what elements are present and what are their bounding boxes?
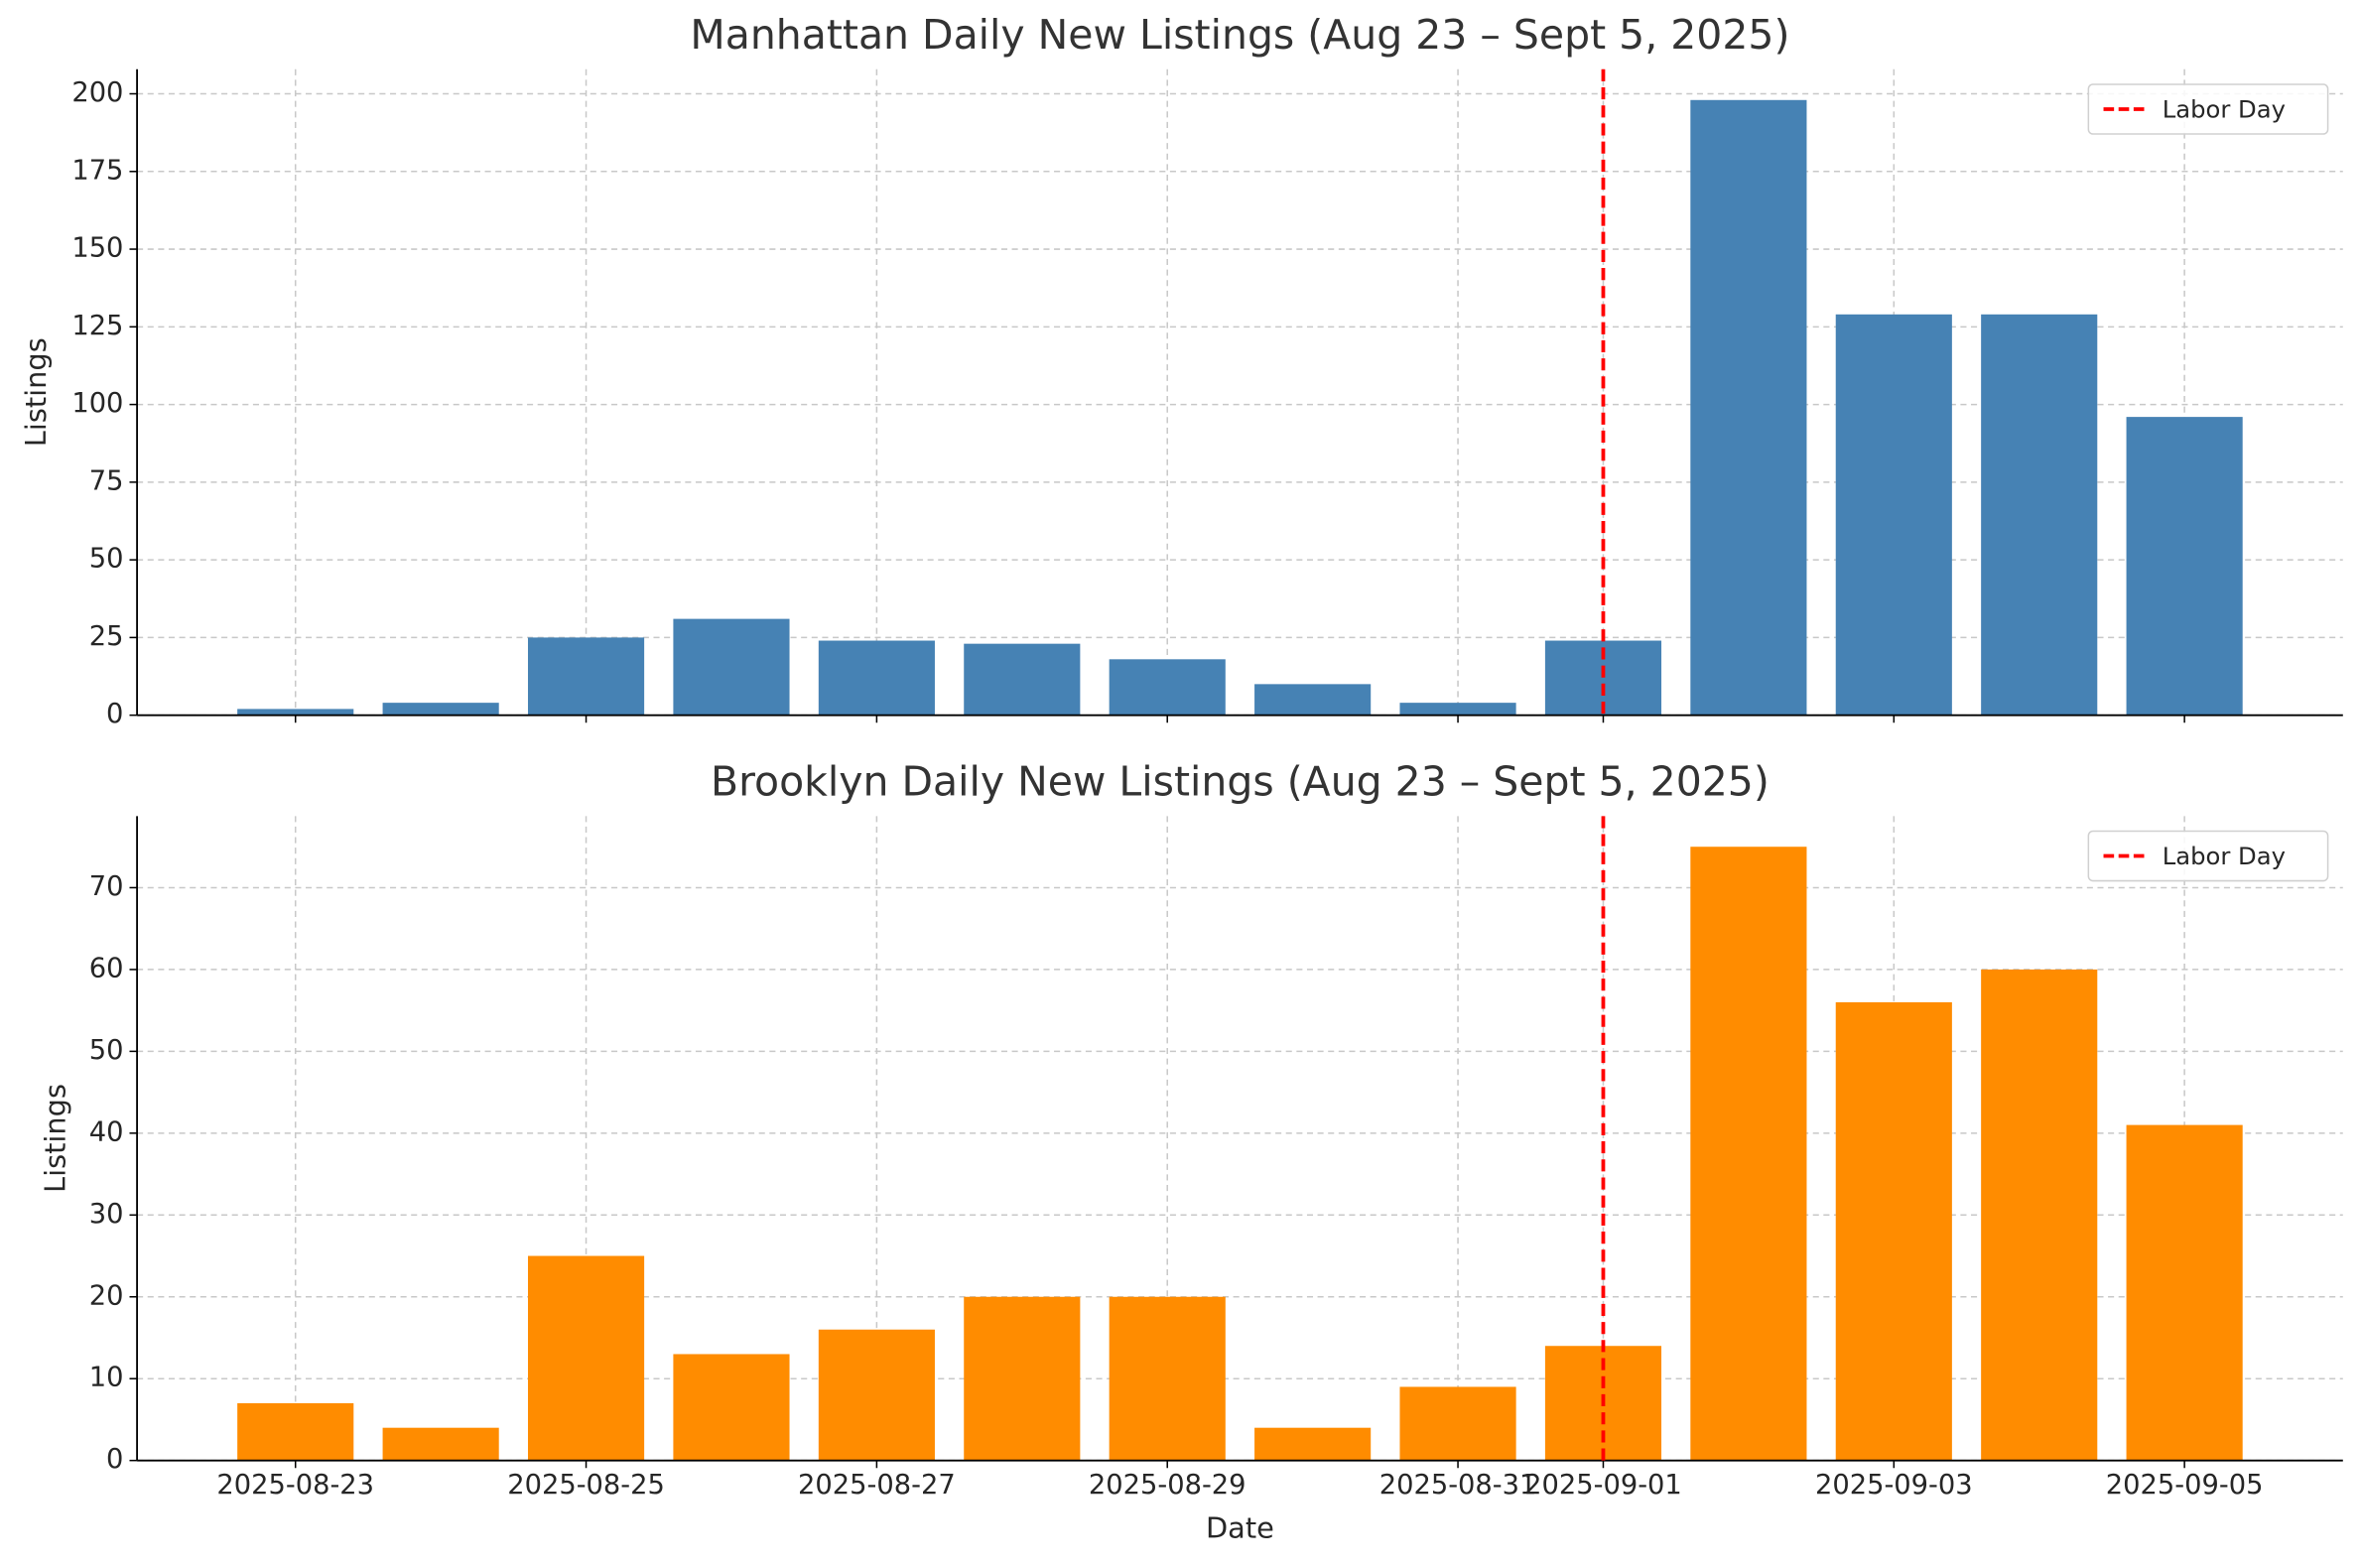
- bar: [1399, 703, 1516, 716]
- y-tick-label: 70: [89, 871, 124, 902]
- bar: [964, 643, 1081, 716]
- legend-label: Labor Day: [2163, 95, 2286, 124]
- bar: [1690, 99, 1807, 716]
- y-tick-label: 100: [71, 388, 123, 419]
- bar: [2126, 417, 2243, 716]
- bar: [818, 640, 935, 716]
- bar: [818, 1329, 935, 1461]
- y-tick-label: 60: [89, 953, 124, 983]
- bar: [1835, 314, 1952, 716]
- bar: [237, 1402, 354, 1461]
- x-tick-label: 2025-08-23: [216, 1470, 374, 1501]
- bar: [1109, 1296, 1226, 1461]
- x-tick-label: 2025-09-01: [1524, 1470, 1682, 1501]
- x-axis-label: Date: [1206, 1510, 1274, 1544]
- y-tick-label: 30: [89, 1199, 124, 1230]
- y-tick-label: 0: [106, 1444, 123, 1475]
- y-tick-label: 125: [71, 311, 123, 341]
- bar: [964, 1296, 1081, 1461]
- chart-title: Manhattan Daily New Listings (Aug 23 – S…: [690, 11, 1789, 59]
- y-tick-label: 20: [89, 1280, 124, 1311]
- bar: [1835, 1001, 1952, 1461]
- y-tick-label: 10: [89, 1363, 124, 1393]
- legend-box: [2087, 830, 2329, 882]
- bar: [1981, 314, 2098, 716]
- x-tick-label: 2025-08-31: [1379, 1470, 1537, 1501]
- bar: [673, 618, 790, 716]
- y-tick-label: 75: [89, 465, 124, 496]
- bar: [237, 709, 354, 716]
- bar: [2126, 1124, 2243, 1461]
- x-tick-label: 2025-08-25: [507, 1470, 665, 1501]
- y-tick-label: 200: [71, 77, 123, 108]
- y-tick-label: 40: [89, 1116, 124, 1147]
- bar: [527, 1255, 645, 1461]
- bar: [1981, 969, 2098, 1461]
- legend: Labor Day: [2087, 830, 2329, 882]
- x-tick-label: 2025-08-29: [1089, 1470, 1246, 1501]
- x-tick-label: 2025-08-27: [798, 1470, 956, 1501]
- bar: [1254, 1427, 1372, 1461]
- legend-label: Labor Day: [2163, 842, 2286, 870]
- y-tick-label: 175: [71, 155, 123, 186]
- y-tick-label: 0: [106, 699, 123, 729]
- y-tick-label: 150: [71, 233, 123, 264]
- y-tick-label: 50: [89, 544, 124, 575]
- bar: [673, 1354, 790, 1461]
- y-axis-label: Listings: [39, 1084, 72, 1193]
- y-axis-label: Listings: [19, 337, 53, 447]
- bar: [527, 637, 645, 716]
- y-tick-label: 25: [89, 621, 124, 652]
- x-tick-label: 2025-09-03: [1815, 1470, 1973, 1501]
- bar: [382, 703, 499, 716]
- bar: [1690, 847, 1807, 1461]
- bar: [1254, 684, 1372, 716]
- bar: [1109, 659, 1226, 716]
- legend: Labor Day: [2087, 83, 2329, 135]
- bar: [382, 1427, 499, 1461]
- y-tick-label: 50: [89, 1035, 124, 1066]
- chart-title: Brooklyn Daily New Listings (Aug 23 – Se…: [711, 757, 1770, 805]
- x-tick-label: 2025-09-05: [2106, 1470, 2264, 1501]
- legend-box: [2087, 83, 2329, 135]
- bar: [1399, 1386, 1516, 1461]
